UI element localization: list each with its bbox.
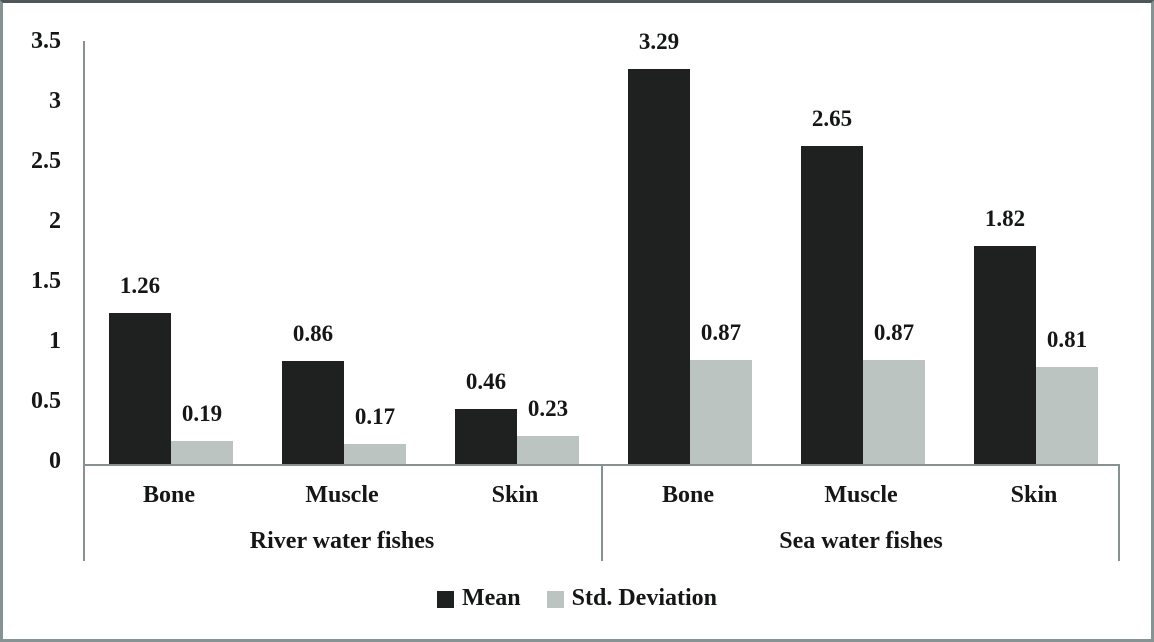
legend-item: Std. Deviation	[546, 584, 717, 612]
y-tick-label: 0	[49, 448, 61, 474]
mean-value-label: 0.86	[292, 321, 334, 346]
std-deviation-bar	[863, 360, 925, 464]
y-tick-label: 0.5	[31, 388, 61, 414]
mean-value-label: 0.46	[465, 369, 507, 394]
mean-bar	[628, 69, 690, 464]
y-tick-label: 1	[49, 328, 61, 354]
std-deviation-value-label: 0.87	[700, 320, 742, 345]
category-label: Bone	[142, 482, 195, 508]
y-tick-label: 3.5	[31, 28, 61, 54]
legend-label: Std. Deviation	[571, 585, 717, 611]
legend: Mean Std. Deviation	[3, 581, 1151, 615]
mean-value-label: 2.65	[811, 106, 853, 131]
mean-bar	[455, 409, 517, 464]
category-label: Bone	[661, 482, 714, 508]
std-deviation-value-label: 0.19	[181, 401, 223, 426]
y-tick-label: 3	[49, 88, 61, 114]
std-deviation-bar	[1036, 367, 1098, 464]
category-label: Muscle	[824, 482, 898, 508]
category-label: Skin	[491, 482, 539, 508]
y-tick-label: 2.5	[31, 148, 61, 174]
std-deviation-value-label: 0.17	[354, 404, 396, 429]
mean-value-label: 1.82	[984, 206, 1026, 231]
std-deviation-value-label: 0.23	[527, 396, 569, 421]
y-tick-label: 1.5	[31, 268, 61, 294]
std-deviation-bar	[517, 436, 579, 464]
category-label: Muscle	[305, 482, 379, 508]
group-label: Sea water fishes	[779, 528, 943, 554]
mean-value-label: 3.29	[638, 29, 680, 54]
mean-bar	[801, 146, 863, 464]
chart: 0 0.5 1 1.5 2 2.5 3 3.5 1.26 0.19 Bone 0.86 0.17 Musc…	[3, 3, 1151, 639]
std-deviation-bar	[690, 360, 752, 464]
std-deviation-value-label: 0.81	[1046, 327, 1088, 352]
std-deviation-bar	[344, 444, 406, 464]
group-label: River water fishes	[249, 528, 435, 554]
std-deviation-value-label: 0.87	[873, 320, 915, 345]
legend-item: Mean	[436, 584, 521, 612]
mean-bar	[109, 313, 171, 464]
y-axis-line	[83, 41, 85, 561]
group-divider-line	[601, 464, 603, 561]
legend-swatch-mean	[436, 590, 454, 608]
mean-value-label: 1.26	[119, 273, 161, 298]
mean-bar	[282, 361, 344, 464]
legend-swatch-std-deviation	[546, 590, 564, 608]
mean-bar	[974, 246, 1036, 464]
std-deviation-bar	[171, 441, 233, 464]
category-label: Skin	[1010, 482, 1058, 508]
y-tick-label: 2	[49, 208, 61, 234]
plot-right-line	[1118, 464, 1120, 561]
legend-label: Mean	[461, 585, 521, 611]
